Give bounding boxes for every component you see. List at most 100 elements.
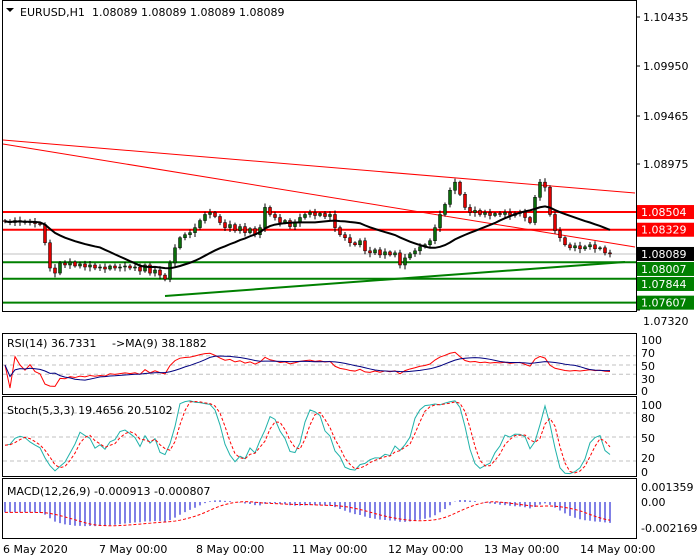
bear-candle — [353, 242, 357, 246]
main-price-panel[interactable] — [2, 0, 637, 312]
symbol-label: EURUSD,H1 — [20, 6, 85, 19]
stoch-plot — [3, 400, 636, 475]
rsi-title: RSI(14) 36.7331 — [7, 337, 96, 350]
bull-candle — [483, 212, 487, 215]
rsi-tick-label: 30 — [641, 373, 655, 386]
bull-candle — [583, 246, 587, 250]
bear-candle — [63, 262, 67, 266]
resistance-price-tag-bg — [637, 222, 694, 237]
rsi-tick-label: 0 — [641, 385, 648, 398]
bear-candle — [468, 207, 472, 213]
stoch-tick-label: 50 — [641, 432, 655, 445]
bull-candle — [193, 227, 197, 233]
price-tick-label: 1.10435 — [643, 11, 689, 24]
resistance-trendline — [2, 143, 636, 248]
resistance-price-tag: 1.08329 — [641, 224, 687, 237]
bull-candle — [143, 264, 147, 272]
bull-candle — [328, 214, 332, 217]
bull-candle — [538, 181, 542, 198]
time-tick-label: 8 May 00:00 — [196, 543, 264, 556]
bear-candle — [608, 252, 612, 255]
bear-candle — [273, 214, 277, 218]
resistance-price-tag-bg — [637, 205, 694, 220]
macd-tick-label: -0.002169 — [641, 522, 697, 535]
stoch-main-line — [4, 400, 611, 475]
bear-candle — [48, 242, 52, 269]
bull-candle — [88, 264, 92, 268]
bear-candle — [128, 265, 132, 269]
bear-candle — [338, 227, 342, 235]
bull-candle — [198, 220, 202, 228]
support-price-tag-bg — [637, 261, 694, 276]
bull-candle — [58, 262, 62, 274]
time-tick-label: 13 May 00:00 — [484, 543, 559, 556]
bear-candle — [343, 234, 347, 238]
bull-candle — [303, 214, 307, 218]
bear-candle — [233, 224, 237, 231]
bear-candle — [158, 269, 162, 276]
rsi-panel[interactable] — [2, 333, 637, 395]
time-tick-label: 12 May 00:00 — [388, 543, 463, 556]
rsi-ma-line — [4, 355, 611, 381]
time-tick-label: 14 May 00:00 — [580, 543, 655, 556]
bull-candle — [373, 249, 377, 254]
bull-candle — [453, 181, 457, 191]
bear-candle — [463, 194, 467, 208]
price-tick-label: 1.08975 — [643, 158, 689, 171]
rsi-line — [4, 351, 611, 389]
bull-candle — [403, 257, 407, 266]
price-tick-label: 1.09465 — [643, 110, 689, 123]
bull-candle — [168, 262, 172, 280]
rsi-tick-label: 70 — [641, 347, 655, 360]
rsi-plot — [3, 351, 636, 389]
rsi-tick-label: 50 — [641, 360, 655, 373]
bear-candle — [388, 251, 392, 256]
triangle-down-icon[interactable] — [6, 8, 14, 12]
bear-candle — [478, 210, 482, 215]
bear-candle — [348, 237, 352, 244]
bear-candle — [523, 212, 527, 218]
bull-candle — [383, 251, 387, 256]
bull-candle — [318, 213, 322, 216]
bear-candle — [73, 261, 77, 267]
bear-candle — [218, 216, 222, 223]
stoch-tick-label: 20 — [641, 452, 655, 465]
ohlc-label: 1.08089 1.08089 1.08089 1.08089 — [92, 6, 284, 19]
bull-candle — [238, 226, 242, 231]
bull-candle — [68, 261, 72, 266]
bear-candle — [113, 265, 117, 269]
bear-candle — [458, 181, 462, 195]
moving-average-line — [4, 205, 611, 270]
bull-candle — [413, 250, 417, 255]
bull-candle — [173, 247, 177, 264]
bull-candle — [448, 189, 452, 205]
macd-panel[interactable] — [2, 478, 637, 539]
bull-candle — [308, 212, 312, 215]
bull-candle — [573, 245, 577, 249]
stoch-title: Stoch(5,3,3) 19.4656 20.5102 — [7, 404, 173, 417]
macd-tick-label: 0.00 — [641, 496, 666, 509]
bull-candle — [503, 212, 507, 215]
macd-plot — [4, 499, 611, 527]
price-tick-label: 1.09950 — [643, 60, 689, 73]
bear-candle — [498, 213, 502, 215]
time-tick-label: 7 May 00:00 — [99, 543, 167, 556]
support-price-tag-bg — [637, 276, 694, 291]
bear-candle — [568, 244, 572, 249]
bull-candle — [98, 266, 102, 269]
bear-candle — [363, 240, 367, 252]
bear-candle — [93, 264, 97, 269]
bid-price-tag-bg — [637, 246, 694, 261]
bear-candle — [548, 186, 552, 215]
rsi-ma-title: ->MA(9) 38.1882 — [112, 337, 207, 350]
bear-candle — [578, 245, 582, 250]
resistance-trendline — [2, 139, 636, 194]
price-tick-label: 1.07320 — [643, 315, 689, 328]
bid-price-tag: 1.08089 — [641, 248, 687, 261]
bull-candle — [178, 237, 182, 249]
bull-candle — [208, 212, 212, 215]
bear-candle — [53, 267, 57, 274]
support-price-tag: 1.07607 — [641, 297, 687, 310]
bull-candle — [418, 246, 422, 252]
